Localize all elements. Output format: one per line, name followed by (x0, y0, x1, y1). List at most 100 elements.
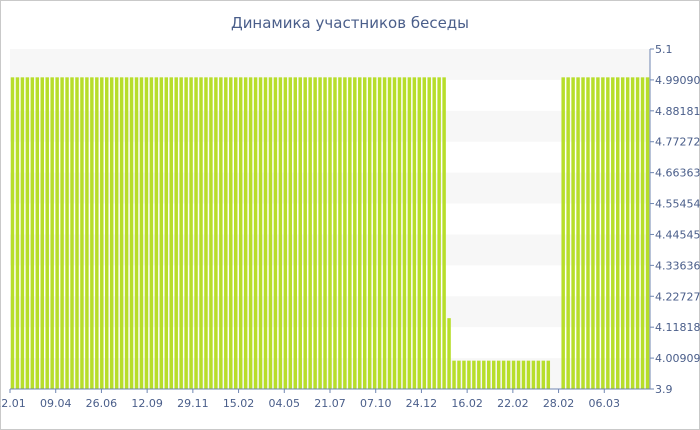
bar (258, 77, 263, 389)
bar (169, 77, 173, 389)
bar (248, 77, 253, 389)
bar (224, 77, 228, 389)
x-tick-label: 28.02 (543, 397, 575, 410)
bar (452, 360, 456, 389)
bar (85, 77, 89, 389)
bar (586, 77, 590, 389)
bar (119, 77, 124, 389)
grid-band (10, 49, 650, 80)
bar (402, 77, 407, 389)
x-tick-label: 16.02 (451, 397, 483, 410)
x-tick-label: 22.02 (497, 397, 529, 410)
x-tick-label: 21.07 (314, 397, 346, 410)
bar (293, 77, 298, 389)
bar (25, 77, 30, 389)
bar (70, 77, 74, 389)
x-tick-label: 06.03 (589, 397, 621, 410)
bar (506, 360, 511, 389)
bar (358, 77, 362, 389)
bar (199, 77, 203, 389)
bar (139, 77, 144, 389)
bar (278, 77, 283, 389)
bar (60, 77, 64, 389)
y-tick-labels: 3.9 4.00909 4.11818 4.22727 4.33636 4.44545 4.… (650, 43, 700, 396)
bar (447, 318, 451, 389)
bar (15, 77, 20, 389)
bar (288, 77, 293, 389)
bar (90, 77, 94, 389)
bar (179, 77, 183, 389)
bar (437, 77, 441, 389)
bar (353, 77, 357, 389)
bar (611, 77, 615, 389)
bar (243, 77, 248, 389)
bar (516, 360, 521, 389)
y-tick-label: 5.1 (655, 43, 673, 56)
bar (477, 360, 481, 389)
bar (164, 77, 169, 389)
bar (412, 77, 417, 389)
x-tick-label: 26.06 (86, 397, 118, 410)
bar (75, 77, 79, 389)
bar (462, 360, 466, 389)
bar (35, 77, 40, 389)
bar (536, 360, 541, 389)
bar (630, 77, 635, 389)
bar (209, 77, 213, 389)
x-tick-label: 24.12 (406, 397, 438, 410)
bar (134, 77, 139, 389)
bars-group (10, 77, 650, 389)
bar (372, 77, 377, 389)
bar (566, 77, 570, 389)
bar (591, 77, 595, 389)
y-tick-label: 4.44545 (655, 228, 700, 241)
y-tick-label: 4.99090 (655, 74, 700, 87)
y-tick-label: 3.9 (655, 383, 673, 396)
bar (635, 77, 640, 389)
bar (576, 77, 580, 389)
bar (343, 77, 347, 389)
bar (55, 77, 59, 389)
bar (397, 77, 402, 389)
bar (501, 360, 506, 389)
bar (184, 77, 188, 389)
bar (65, 77, 69, 389)
bar (298, 77, 302, 389)
bar (105, 77, 109, 389)
bar (392, 77, 397, 389)
bar (581, 77, 585, 389)
y-tick-label: 4.22727 (655, 290, 700, 303)
bar (263, 77, 268, 389)
bar (194, 77, 198, 389)
bar (561, 77, 565, 389)
chart-title: Динамика участников беседы (231, 14, 469, 32)
bar (546, 360, 551, 389)
bar (129, 77, 134, 389)
x-tick-label: 07.10 (360, 397, 392, 410)
bar (154, 77, 159, 389)
bar (348, 77, 352, 389)
bar (407, 77, 412, 389)
bar (109, 77, 114, 389)
y-tick-label: 4.55454 (655, 198, 700, 211)
bar (620, 77, 625, 389)
bar (40, 77, 44, 389)
bar (234, 77, 238, 389)
bar (328, 77, 332, 389)
bar (338, 77, 342, 389)
bar (273, 77, 278, 389)
bar (124, 77, 129, 389)
bar (214, 77, 218, 389)
x-tick-label: 04.05 (269, 397, 301, 410)
bar (100, 77, 104, 389)
bar (149, 77, 154, 389)
bar (645, 77, 650, 389)
bar (174, 77, 178, 389)
bar (442, 77, 446, 389)
bar (308, 77, 312, 389)
x-tick-label: 29.11 (177, 397, 209, 410)
bar (616, 77, 620, 389)
bar (318, 77, 322, 389)
bar (482, 360, 486, 389)
bar (10, 77, 15, 389)
